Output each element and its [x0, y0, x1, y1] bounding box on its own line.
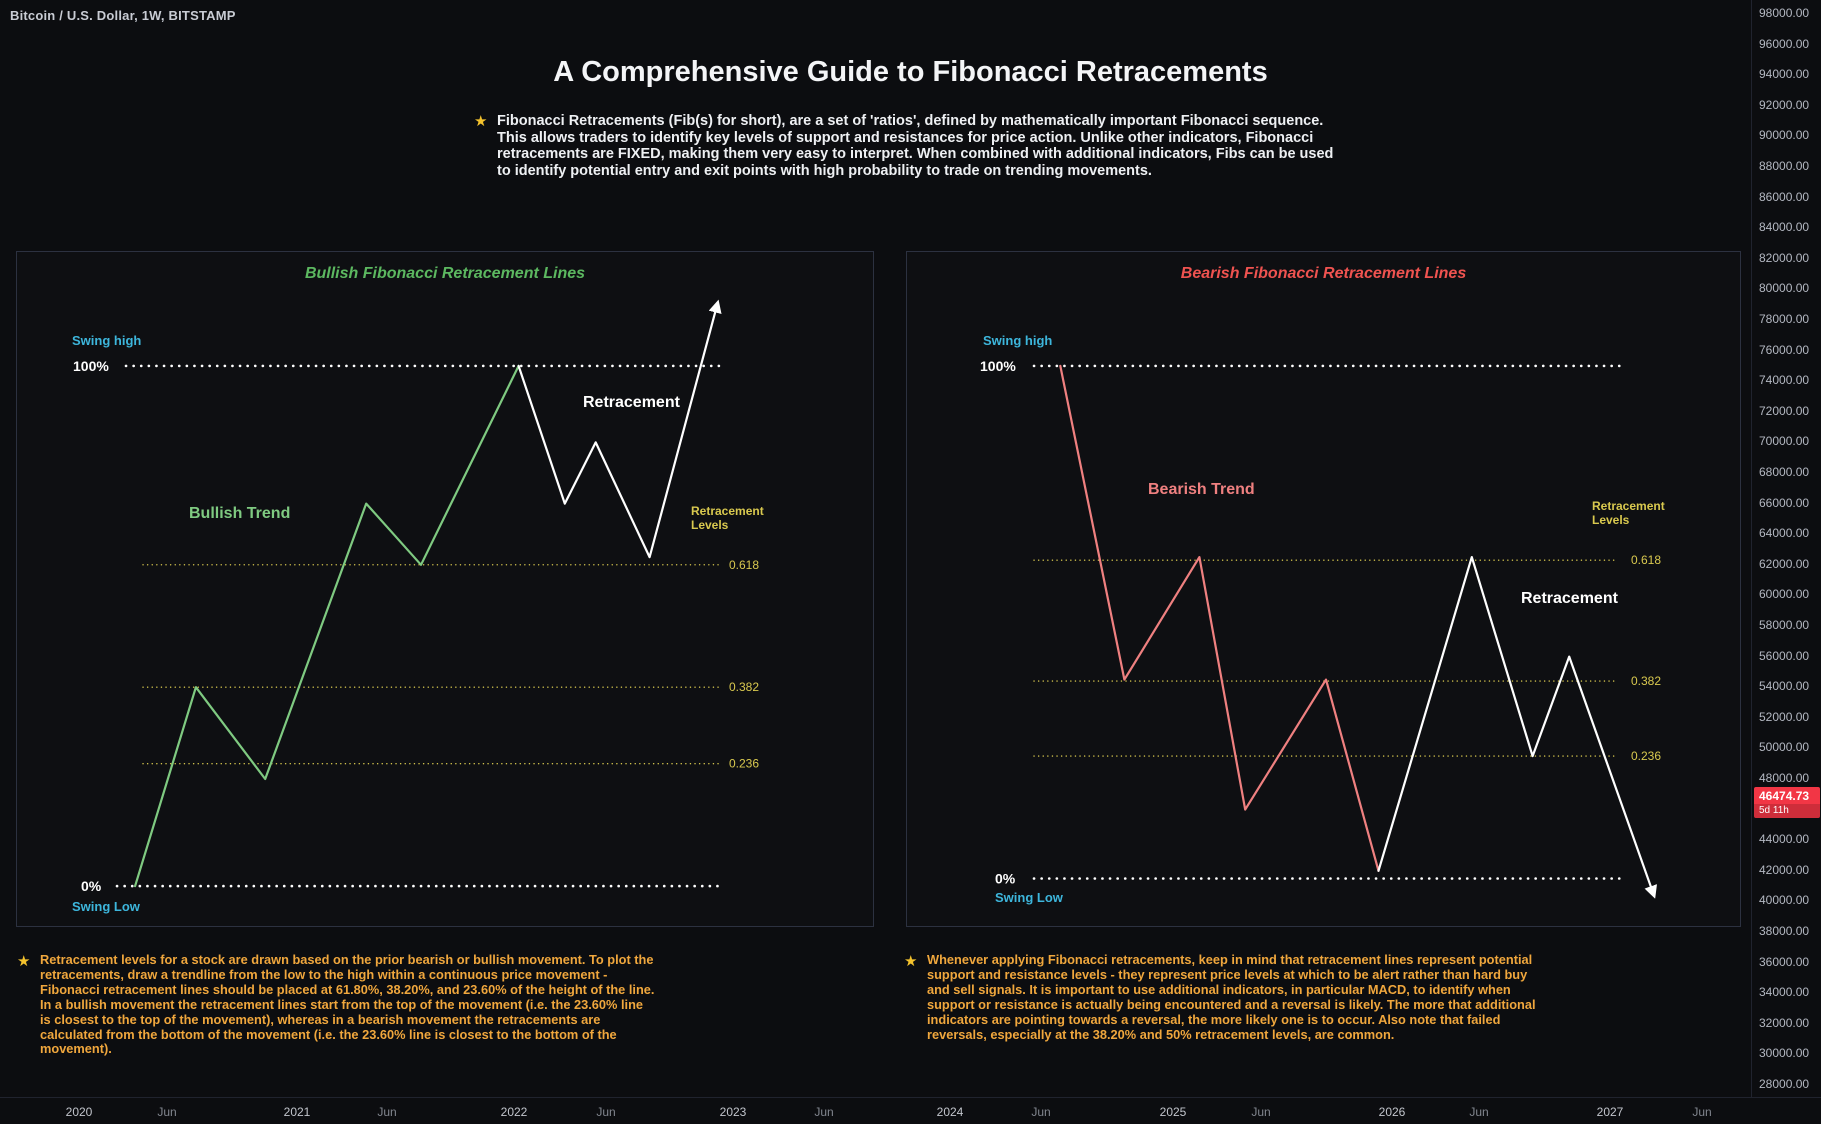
- bearish-trend-line[interactable]: [1059, 364, 1380, 872]
- price-axis-label: 94000.00: [1759, 67, 1810, 82]
- bullish-level-label-0pct: 0%: [81, 878, 102, 894]
- price-axis-label: 50000.00: [1759, 740, 1810, 755]
- time-axis-month-label: Jun: [1469, 1105, 1489, 1119]
- bullish-panel[interactable]: Bullish Fibonacci Retracement Lines 100%…: [16, 251, 874, 927]
- time-axis-month-label: Jun: [814, 1105, 834, 1119]
- time-axis-month-label: Jun: [1692, 1105, 1712, 1119]
- time-axis-year-label: 2024: [936, 1105, 964, 1119]
- price-axis-label: 90000.00: [1759, 128, 1810, 143]
- price-axis-label: 34000.00: [1759, 985, 1810, 1000]
- price-axis-label: 98000.00: [1759, 6, 1810, 20]
- price-axis-label: 32000.00: [1759, 1015, 1810, 1030]
- price-axis-label: 78000.00: [1759, 312, 1810, 326]
- bullish-retracement-label: Retracement: [583, 394, 680, 411]
- price-axis-label: 64000.00: [1759, 526, 1810, 541]
- price-axis-label: 58000.00: [1759, 618, 1810, 632]
- time-axis-year-label: 2026: [1378, 1105, 1406, 1119]
- price-axis-label: 84000.00: [1759, 220, 1810, 235]
- bearish-swing-low-label: Swing Low: [995, 890, 1063, 905]
- time-axis-year-label: 2027: [1596, 1105, 1624, 1119]
- price-axis-label: 30000.00: [1759, 1046, 1810, 1061]
- bearish-bearish-trend-label: Bearish Trend: [1148, 481, 1255, 498]
- price-axis-label: 40000.00: [1759, 893, 1810, 908]
- bearish-level-label-0-618: 0.618: [1631, 553, 1661, 567]
- time-axis[interactable]: 2020 Jun 2021 Jun 2022 Jun 2023 Jun 2024 Jun 2025 J…: [0, 1097, 1821, 1124]
- price-axis-label: 44000.00: [1759, 832, 1810, 847]
- star-icon: ★: [904, 952, 918, 970]
- bar-countdown: 5d 11h: [1754, 804, 1820, 819]
- price-axis-label: 62000.00: [1759, 556, 1810, 571]
- bearish-swing-high-label: Swing high: [983, 333, 1053, 348]
- price-axis[interactable]: 46474.73 5d 11h 98000.00 96000.00 94000.00…: [1751, 0, 1821, 1097]
- price-axis-label: 36000.00: [1759, 954, 1810, 969]
- time-axis-year-label: 2023: [719, 1105, 747, 1119]
- bearish-level-label-100pct: 100%: [980, 358, 1016, 374]
- price-axis-label: 52000.00: [1759, 709, 1810, 724]
- price-axis-label: 72000.00: [1759, 403, 1810, 418]
- bullish-retracement-line[interactable]: [517, 299, 722, 559]
- price-axis-label: 60000.00: [1759, 587, 1810, 602]
- price-axis-label: 28000.00: [1759, 1077, 1810, 1091]
- price-axis-label: 88000.00: [1759, 159, 1810, 173]
- star-icon: ★: [474, 112, 488, 130]
- time-axis-month-label: Jun: [1251, 1105, 1271, 1119]
- bearish-panel[interactable]: Bearish Fibonacci Retracement Lines 100%…: [906, 251, 1741, 927]
- bullish-chart-svg: 100% 0.618 0.382 0.236 0%: [73, 299, 759, 894]
- bullish-panel-title: Bullish Fibonacci Retracement Lines: [304, 265, 586, 282]
- price-axis-label: 54000.00: [1759, 679, 1810, 694]
- bullish-bullish-trend-label: Bullish Trend: [189, 505, 291, 522]
- time-axis-year-label: 2022: [500, 1105, 528, 1119]
- price-axis-label: 48000.00: [1759, 771, 1810, 785]
- bearish-level-label-0-236: 0.236: [1631, 749, 1661, 763]
- bearish-chart-svg: 100% 0.618 0.382 0.236 0%: [980, 358, 1661, 899]
- price-axis-label: 74000.00: [1759, 373, 1810, 388]
- price-axis-label: 66000.00: [1759, 495, 1810, 510]
- price-axis-label: 86000.00: [1759, 189, 1810, 204]
- intro-text: Fibonacci Retracements (Fib(s) for short…: [497, 113, 1334, 179]
- bearish-retracement-line[interactable]: [1377, 556, 1657, 899]
- price-axis-label: 70000.00: [1759, 434, 1810, 449]
- price-axis-label: 68000.00: [1759, 465, 1810, 479]
- price-axis-label: 38000.00: [1759, 924, 1810, 938]
- bullish-trend-line[interactable]: [133, 364, 520, 888]
- time-axis-month-label: Jun: [377, 1105, 397, 1119]
- price-axis-label: 42000.00: [1759, 862, 1810, 877]
- bullish-swing-low-label: Swing Low: [72, 899, 140, 914]
- bearish-panel-title: Bearish Fibonacci Retracement Lines: [1180, 265, 1467, 282]
- time-axis-year-label: 2021: [283, 1105, 311, 1119]
- bearish-level-label-0-382: 0.382: [1631, 674, 1661, 688]
- price-axis-label: 56000.00: [1759, 648, 1810, 663]
- bullish-retracement-levels-label: Retracement Levels: [691, 504, 764, 533]
- price-axis-label: 76000.00: [1759, 342, 1810, 357]
- bearish-retracement-levels-label: Retracement Levels: [1592, 499, 1665, 528]
- bullish-level-label-0-382: 0.382: [729, 680, 759, 694]
- last-price-badge: 46474.73 5d 11h: [1754, 787, 1820, 819]
- time-axis-year-label: 2025: [1159, 1105, 1187, 1119]
- star-icon: ★: [17, 952, 31, 970]
- price-axis-label: 80000.00: [1759, 281, 1810, 296]
- price-axis-label: 82000.00: [1759, 250, 1810, 265]
- bullish-swing-high-label: Swing high: [72, 333, 142, 348]
- time-axis-month-label: Jun: [157, 1105, 177, 1119]
- page-title: A Comprehensive Guide to Fibonacci Retra…: [553, 56, 1268, 88]
- bearish-level-label-0pct: 0%: [995, 871, 1016, 887]
- bullish-level-label-0-618: 0.618: [729, 558, 759, 572]
- price-axis-label: 92000.00: [1759, 97, 1810, 112]
- time-axis-year-label: 2020: [65, 1105, 93, 1119]
- bearish-retracement-label: Retracement: [1521, 590, 1618, 607]
- note-usage-warning: Whenever applying Fibonacci retracements…: [927, 952, 1536, 1042]
- time-axis-month-label: Jun: [1031, 1105, 1051, 1119]
- last-price: 46474.73: [1759, 789, 1810, 804]
- price-axis-label: 96000.00: [1759, 36, 1810, 51]
- symbol-legend[interactable]: Bitcoin / U.S. Dollar, 1W, BITSTAMP: [10, 8, 236, 23]
- time-axis-month-label: Jun: [596, 1105, 616, 1119]
- bullish-level-label-100pct: 100%: [73, 358, 109, 374]
- note-bullish-explanation: Retracement levels for a stock are drawn…: [40, 952, 655, 1057]
- bullish-level-label-0-236: 0.236: [729, 757, 759, 771]
